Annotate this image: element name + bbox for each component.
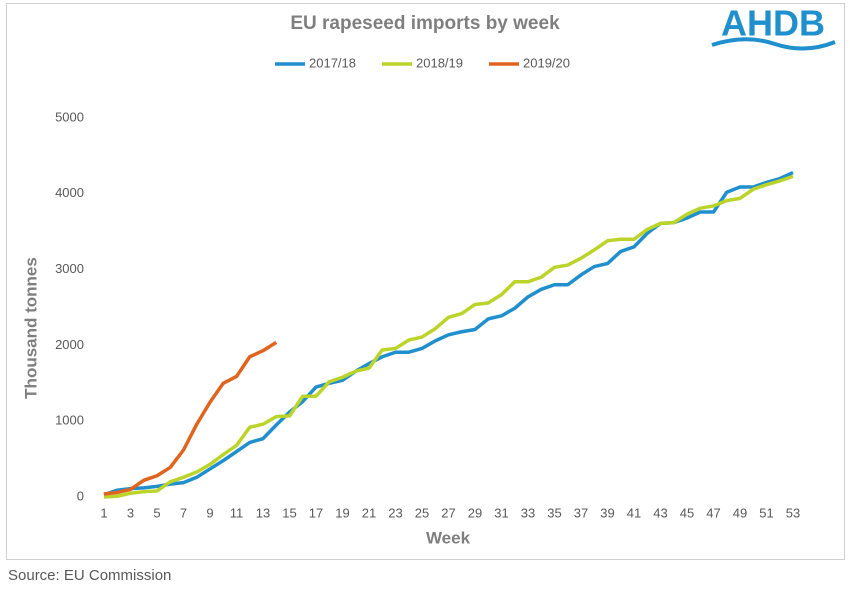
x-tick-label: 19 bbox=[335, 505, 349, 520]
legend-label: 2017/18 bbox=[309, 55, 356, 70]
x-tick-label: 29 bbox=[468, 505, 482, 520]
x-tick-label: 27 bbox=[441, 505, 455, 520]
legend-label: 2019/20 bbox=[523, 55, 570, 70]
x-tick-label: 1 bbox=[100, 505, 107, 520]
x-tick-label: 53 bbox=[786, 505, 800, 520]
legend-label: 2018/19 bbox=[416, 55, 463, 70]
x-tick-label: 49 bbox=[733, 505, 747, 520]
x-tick-label: 13 bbox=[256, 505, 270, 520]
x-tick-label: 47 bbox=[706, 505, 720, 520]
x-tick-label: 21 bbox=[362, 505, 376, 520]
y-tick-label: 2000 bbox=[55, 337, 84, 352]
x-axis-label: Week bbox=[426, 528, 471, 547]
x-tick-label: 39 bbox=[600, 505, 614, 520]
y-tick-label: 4000 bbox=[55, 185, 84, 200]
x-tick-label: 17 bbox=[309, 505, 323, 520]
x-tick-label: 7 bbox=[180, 505, 187, 520]
x-tick-label: 3 bbox=[127, 505, 134, 520]
y-tick-label: 3000 bbox=[55, 261, 84, 276]
series-line bbox=[103, 174, 794, 499]
y-axis-label: Thousand tonnes bbox=[21, 257, 40, 399]
x-tick-label: 31 bbox=[494, 505, 508, 520]
x-tick-label: 37 bbox=[574, 505, 588, 520]
x-tick-label: 23 bbox=[388, 505, 402, 520]
x-tick-label: 33 bbox=[521, 505, 535, 520]
logo: AHDB bbox=[721, 3, 825, 44]
x-tick-label: 15 bbox=[282, 505, 296, 520]
x-tick-label: 5 bbox=[153, 505, 160, 520]
x-tick-label: 25 bbox=[415, 505, 429, 520]
chart-title: EU rapeseed imports by week bbox=[290, 13, 560, 34]
series-line bbox=[103, 340, 278, 496]
y-tick-label: 0 bbox=[77, 488, 84, 503]
x-tick-label: 35 bbox=[547, 505, 561, 520]
x-tick-label: 11 bbox=[230, 505, 244, 520]
chart-border bbox=[6, 3, 845, 560]
y-tick-label: 5000 bbox=[55, 109, 84, 124]
x-tick-label: 51 bbox=[759, 505, 773, 520]
x-tick-label: 41 bbox=[627, 505, 641, 520]
x-tick-label: 9 bbox=[206, 505, 213, 520]
y-tick-label: 1000 bbox=[55, 413, 84, 428]
x-tick-label: 43 bbox=[653, 505, 667, 520]
source: Source: EU Commission bbox=[8, 567, 171, 584]
x-tick-label: 45 bbox=[680, 505, 694, 520]
logo-wave bbox=[711, 37, 836, 51]
